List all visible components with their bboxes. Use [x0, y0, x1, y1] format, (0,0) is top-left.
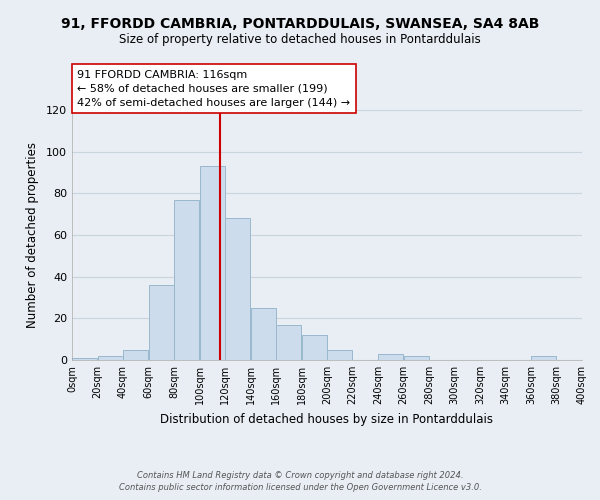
- X-axis label: Distribution of detached houses by size in Pontarddulais: Distribution of detached houses by size …: [161, 412, 493, 426]
- Text: Contains HM Land Registry data © Crown copyright and database right 2024.
Contai: Contains HM Land Registry data © Crown c…: [119, 471, 481, 492]
- Bar: [531, 356, 556, 360]
- Bar: [378, 354, 403, 360]
- Bar: [225, 218, 250, 360]
- Bar: [98, 356, 123, 360]
- Bar: [72, 358, 97, 360]
- Bar: [276, 324, 301, 360]
- Text: Size of property relative to detached houses in Pontarddulais: Size of property relative to detached ho…: [119, 32, 481, 46]
- Y-axis label: Number of detached properties: Number of detached properties: [26, 142, 39, 328]
- Bar: [123, 350, 148, 360]
- Bar: [327, 350, 352, 360]
- Bar: [174, 200, 199, 360]
- Bar: [200, 166, 225, 360]
- Bar: [404, 356, 429, 360]
- Bar: [251, 308, 276, 360]
- Text: 91 FFORDD CAMBRIA: 116sqm
← 58% of detached houses are smaller (199)
42% of semi: 91 FFORDD CAMBRIA: 116sqm ← 58% of detac…: [77, 70, 350, 108]
- Bar: [302, 335, 327, 360]
- Bar: [149, 285, 174, 360]
- Text: 91, FFORDD CAMBRIA, PONTARDDULAIS, SWANSEA, SA4 8AB: 91, FFORDD CAMBRIA, PONTARDDULAIS, SWANS…: [61, 18, 539, 32]
